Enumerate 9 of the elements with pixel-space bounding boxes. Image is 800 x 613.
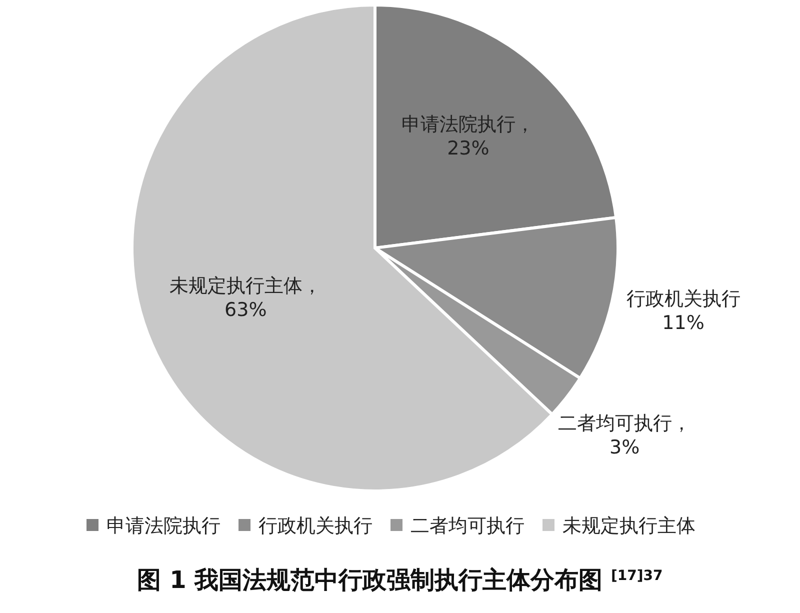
data-label: 未规定执行主体， 63%: [170, 274, 322, 321]
data-label: 申请法院执行， 23%: [402, 113, 535, 160]
legend-label: 行政机关执行: [258, 515, 372, 537]
legend-label: 二者均可执行: [410, 515, 524, 537]
text: 图 1 我国法规范中行政强制执行主体分布图 $^{[17]37}$: [137, 566, 663, 594]
data-label: 二者均可执行， 3%: [558, 412, 692, 459]
data-label: 行政机关执行 11%: [626, 288, 740, 334]
legend-label: 申请法院执行: [106, 515, 220, 537]
legend-label: 未规定执行主体: [562, 515, 696, 537]
